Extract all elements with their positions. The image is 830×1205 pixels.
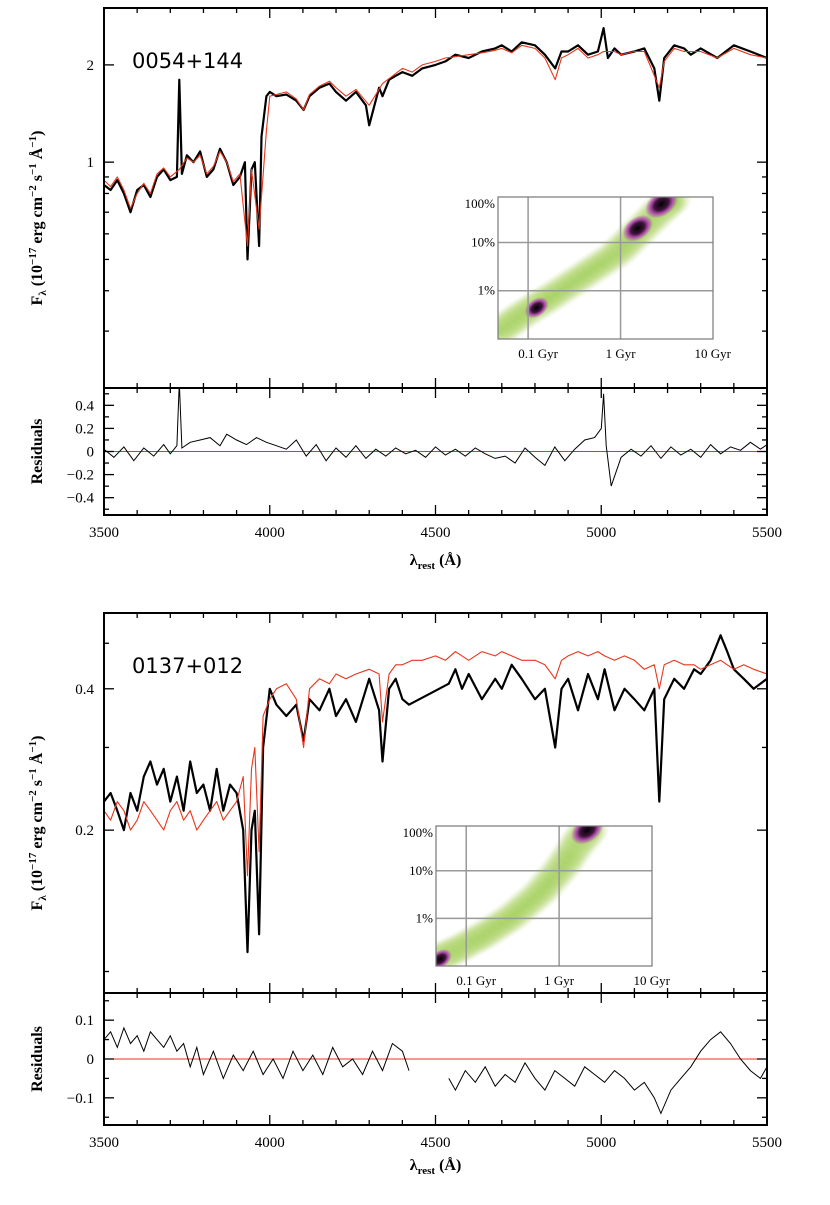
y-label-part: (10 — [29, 265, 46, 290]
x-axis-label: λrest (Å) — [410, 1156, 462, 1177]
res-y-tick-label: 0 — [87, 1052, 95, 1068]
residual-line-group — [104, 388, 767, 487]
inset-x-label: 0.1 Gyr — [456, 973, 496, 988]
res-y-tick-label: −0.2 — [67, 468, 94, 484]
res-y-tick-label: 0.4 — [75, 398, 94, 414]
y-label-part: ) — [29, 736, 46, 741]
residual-line — [104, 1026, 410, 1080]
y-label-part: −1 — [27, 768, 39, 780]
chart-panel-0054-144: 3500 4000 4500 5000 550012−0.4−0.200.20.4λre… — [27, 7, 782, 572]
inset-frame — [435, 825, 653, 967]
x-label-sub: rest — [418, 560, 436, 572]
inset-x-label: 10 Gyr — [634, 973, 671, 988]
y-label-part: Å — [28, 752, 46, 768]
spectrum-lines — [104, 634, 767, 954]
x-label-sub: rest — [418, 1165, 436, 1177]
density-peak — [622, 214, 653, 242]
x-label-main: λ — [410, 1157, 418, 1174]
y-label-part: Å — [28, 147, 46, 163]
inset-frame — [497, 196, 714, 340]
y-label-part: s — [29, 175, 46, 185]
y-label-part: F — [29, 295, 46, 305]
y-label-part: erg cm — [29, 196, 46, 247]
x-tick-label: 4500 — [421, 1135, 451, 1151]
res-y-tick-label: −0.4 — [67, 491, 95, 507]
x-label-main: λ — [410, 552, 418, 569]
inset-heatmap: 0.1 Gyr 1 Gyr 10 Gyr 100% 10% 1% — [403, 825, 671, 988]
residual-line-group — [104, 1026, 767, 1115]
res-y-tick-label: 0.2 — [75, 421, 94, 437]
y-label-part: λ — [37, 895, 49, 901]
y-label-part: −17 — [27, 247, 39, 265]
y-label-part: −1 — [27, 136, 39, 148]
y-label-part: −2 — [27, 185, 39, 197]
series-line-model — [104, 651, 767, 877]
density-peak — [645, 197, 678, 219]
res-y-tick-label: −0.1 — [67, 1091, 94, 1107]
series-line-model — [104, 44, 767, 247]
x-label-unit: (Å) — [435, 551, 461, 569]
density-peak — [436, 949, 452, 966]
inset-y-label: 10% — [471, 234, 495, 249]
residual-axis-label: Residuals — [29, 1026, 46, 1092]
y-tick-label: 0.2 — [75, 823, 94, 839]
inset-density — [498, 197, 694, 339]
object-name: 0054+144 — [132, 49, 243, 73]
inset-y-label: 10% — [409, 863, 433, 878]
inset-x-label: 1 Gyr — [606, 346, 637, 361]
x-tick-label: 4000 — [255, 1135, 285, 1151]
y-label-part: λ — [37, 290, 49, 296]
y-label-part: −2 — [27, 790, 39, 802]
inset-y-label: 1% — [478, 283, 496, 298]
x-tick-label: 3500 — [89, 525, 119, 541]
inset-y-label: 100% — [403, 825, 434, 840]
inset-heatmap: 0.1 Gyr 1 Gyr 10 Gyr 100% 10% 1% — [465, 196, 732, 361]
density-peak — [570, 826, 604, 845]
inset-y-label: 100% — [465, 196, 496, 211]
inset-x-label: 10 Gyr — [695, 346, 732, 361]
x-tick-label: 4500 — [421, 525, 451, 541]
y-axis-label: Fλ (10−17 erg cm−2 s−1 Å−1) — [27, 736, 49, 911]
x-tick-label: 4000 — [255, 525, 285, 541]
x-axis-label: λrest (Å) — [410, 551, 462, 572]
y-label-part: s — [29, 780, 46, 790]
residual-line — [448, 1031, 767, 1115]
residual-line — [104, 388, 767, 487]
object-name: 0137+012 — [132, 654, 243, 678]
y-label-part: F — [29, 900, 46, 910]
x-tick-label: 5500 — [752, 525, 782, 541]
x-tick-label: 3500 — [89, 1135, 119, 1151]
spectrum-lines — [104, 27, 767, 261]
x-tick-label: 5000 — [586, 1135, 616, 1151]
series-line-observed — [104, 634, 767, 954]
res-y-tick-label: 0.1 — [75, 1013, 94, 1029]
y-label-part: erg cm — [29, 801, 46, 852]
inset-y-label: 1% — [416, 910, 434, 925]
y-label-part: −1 — [27, 163, 39, 175]
x-tick-label: 5500 — [752, 1135, 782, 1151]
res-y-tick-label: 0 — [87, 445, 95, 461]
x-label-unit: (Å) — [435, 1156, 461, 1174]
y-axis-label: Fλ (10−17 erg cm−2 s−1 Å−1) — [27, 131, 49, 306]
y-label-part: ) — [29, 131, 46, 136]
residual-axis-label: Residuals — [29, 419, 46, 485]
inset-x-label: 0.1 Gyr — [518, 346, 558, 361]
y-label-part: (10 — [29, 870, 46, 895]
density-peak — [524, 297, 549, 319]
y-label-part: −17 — [27, 852, 39, 870]
x-tick-label: 5000 — [586, 525, 616, 541]
y-tick-label: 1 — [87, 155, 95, 171]
y-tick-label: 0.4 — [75, 682, 94, 698]
chart-panel-0137-012: 3500 4000 4500 5000 5500 0.2 0.4 −0.1 0 0.1 λrest … — [27, 612, 782, 1177]
inset-x-label: 1 Gyr — [544, 973, 575, 988]
y-label-part: −1 — [27, 741, 39, 753]
y-tick-label: 2 — [87, 58, 95, 74]
